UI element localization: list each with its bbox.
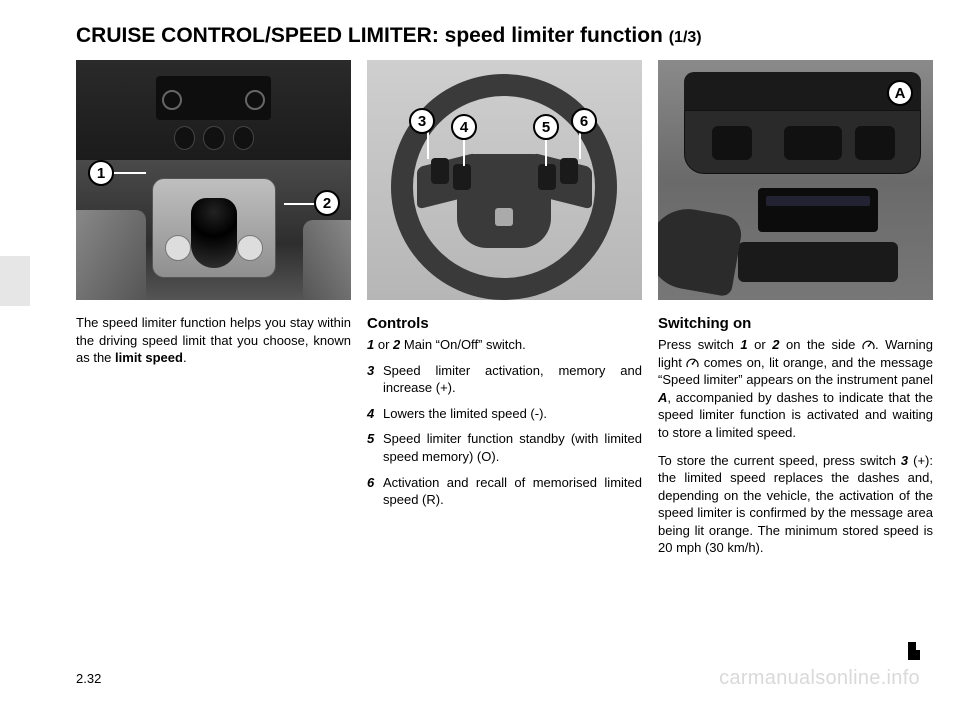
figure-3: 29540 A [658, 60, 933, 300]
column-3: 29540 A Switching on Press switch 1 or 2… [658, 60, 933, 567]
title-main: CRUISE CONTROL/SPEED LIMITER: speed limi… [76, 24, 663, 47]
controls-item-3: 3 Speed limiter activation, memory and i… [367, 362, 642, 397]
watermark: carmanualsonline.info [719, 667, 920, 690]
fig1-radio [156, 76, 271, 120]
page-number: 2.32 [76, 671, 101, 686]
speed-limiter-icon [862, 337, 875, 348]
leader-1 [112, 172, 146, 174]
page-title: CRUISE CONTROL/SPEED LIMITER: speed limi… [76, 24, 920, 48]
section-tab [0, 256, 30, 306]
callout-1: 1 [88, 160, 114, 186]
callout-3: 3 [409, 108, 435, 134]
col3-p1: Press switch 1 or 2 on the side . Warnin… [658, 336, 933, 441]
column-2: 38360 3 4 5 6 Controls [367, 60, 642, 567]
leader-6 [579, 131, 581, 159]
leader-5 [545, 138, 547, 166]
col3-text: Switching on Press switch 1 or 2 on the … [658, 314, 933, 567]
manual-page: CRUISE CONTROL/SPEED LIMITER: speed limi… [0, 0, 960, 710]
leader-3 [427, 131, 429, 159]
fig3-hand [658, 203, 744, 297]
col2-text: Controls 1 or 2 Main “On/Off” switch. 3 … [367, 314, 642, 517]
fig3-vent-left [712, 126, 752, 160]
callout-4: 4 [451, 114, 477, 140]
callout-A: A [887, 80, 913, 106]
fig1-seat-right [303, 220, 351, 300]
column-1: 38361 1 2 The speed limiter function he [76, 60, 351, 567]
figure-1: 38361 1 2 [76, 60, 351, 300]
callout-2: 2 [314, 190, 340, 216]
controls-item-4: 4 Lowers the limited speed (-). [367, 405, 642, 423]
controls-heading: Controls [367, 314, 642, 334]
fig2-button-3 [431, 158, 449, 184]
col1-p1: The speed limiter function helps you sta… [76, 314, 351, 367]
title-part: (1/3) [669, 29, 702, 46]
fig2-button-4 [453, 164, 471, 190]
fig1-gear-shift [191, 198, 237, 268]
col3-p2: To store the current speed, press switch… [658, 452, 933, 557]
controls-item-6: 6 Activation and recall of memorised lim… [367, 474, 642, 509]
fig2-hub [457, 154, 551, 248]
content-columns: 38361 1 2 The speed limiter function he [76, 60, 920, 567]
speed-limiter-icon [686, 355, 699, 366]
fig1-vents [174, 126, 254, 150]
switching-on-heading: Switching on [658, 314, 933, 334]
col1-text: The speed limiter function helps you sta… [76, 314, 351, 377]
callout-6: 6 [571, 108, 597, 134]
fig3-vent-right [855, 126, 895, 160]
figure-2: 38360 3 4 5 6 [367, 60, 642, 300]
fig1-seat-left [76, 210, 146, 300]
callout-5: 5 [533, 114, 559, 140]
controls-item-5: 5 Speed limiter function standby (with l… [367, 430, 642, 465]
leader-4 [463, 138, 465, 166]
fig3-radio [758, 188, 878, 232]
fig3-hvac-panel [738, 242, 898, 282]
controls-item-1-2: 1 or 2 Main “On/Off” switch. [367, 336, 642, 354]
page-corner-icon [908, 642, 920, 660]
fig2-button-5 [538, 164, 556, 190]
fig3-vent-mid [784, 126, 842, 160]
fig2-button-6 [560, 158, 578, 184]
